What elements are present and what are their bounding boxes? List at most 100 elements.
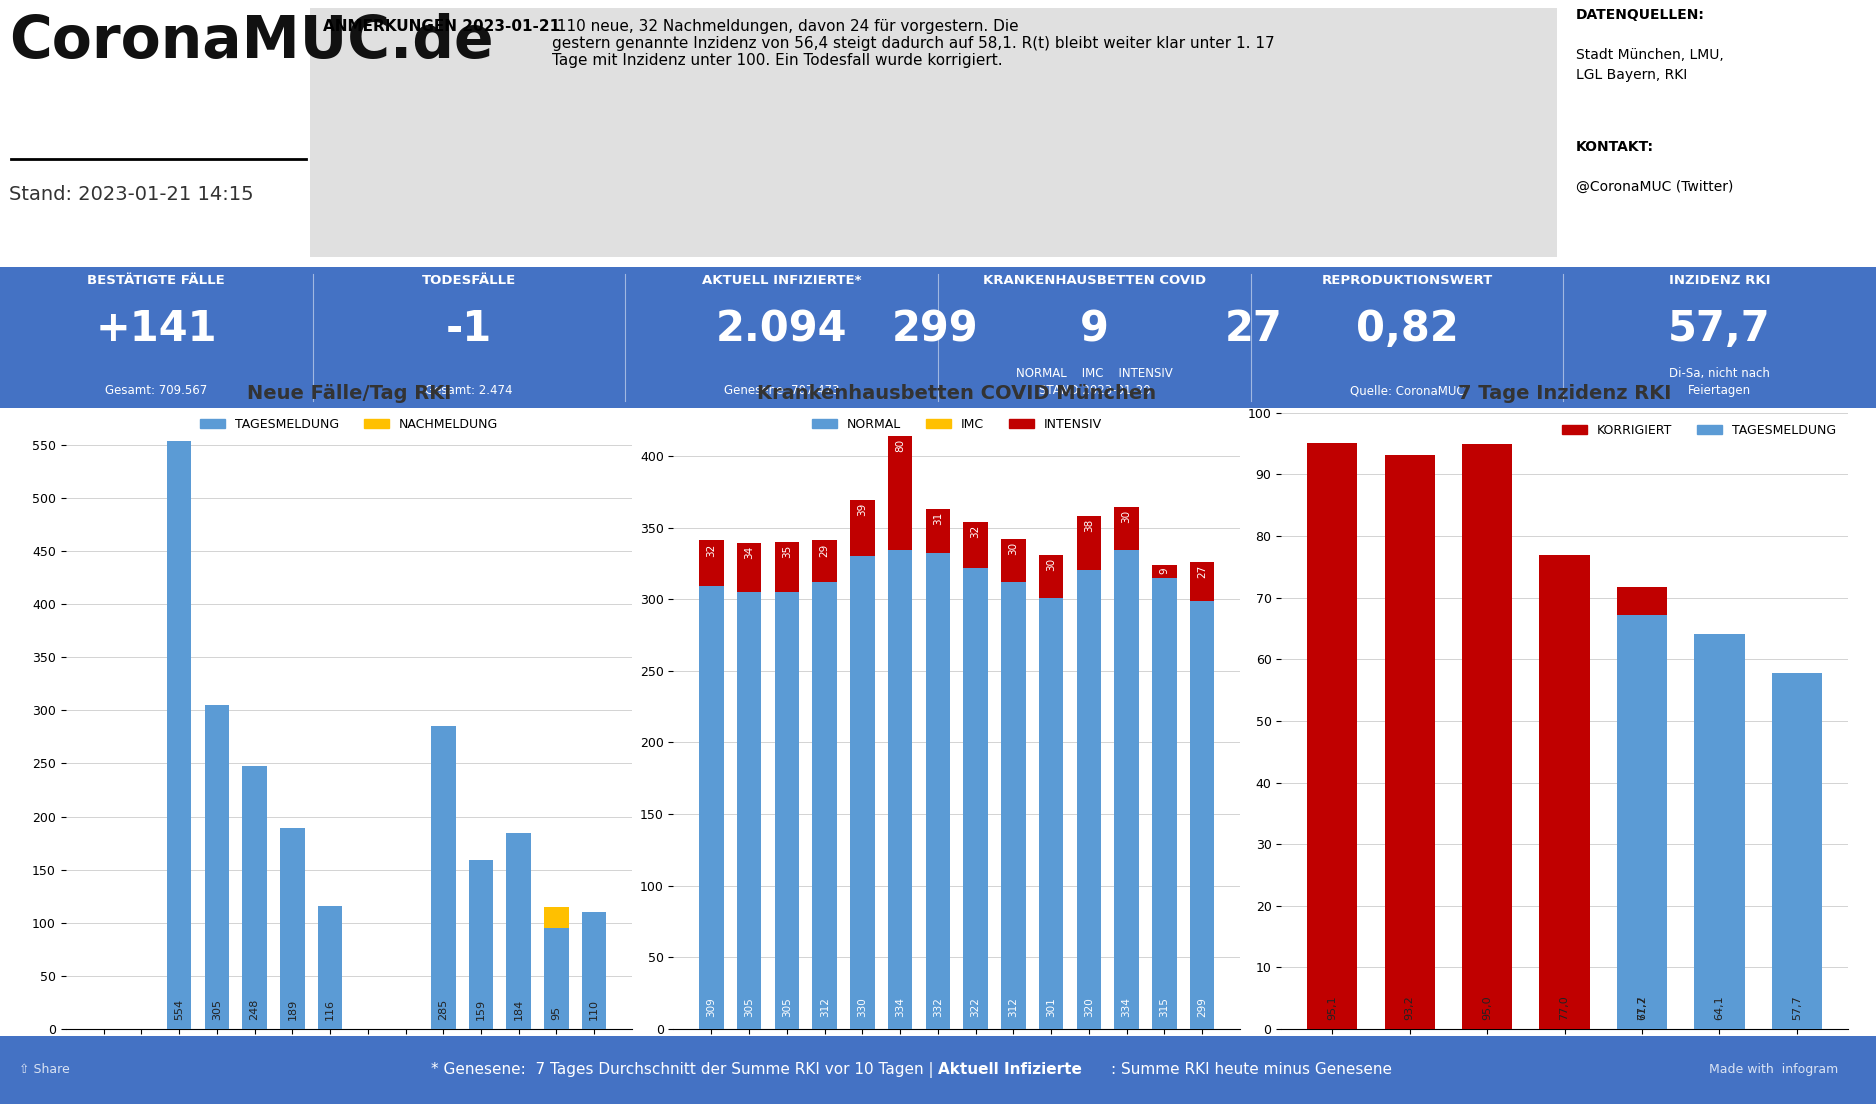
Bar (737, 592, 762, 1029)
Text: 71,7: 71,7 (1638, 995, 1647, 1020)
Bar (204, 705, 229, 1029)
Text: BESTÄTIGTE FÄLLE: BESTÄTIGTE FÄLLE (88, 274, 225, 287)
FancyBboxPatch shape (310, 8, 1557, 257)
Text: 248: 248 (250, 999, 259, 1020)
Bar (167, 440, 191, 1029)
Text: AKTUELL INFIZIERTE*: AKTUELL INFIZIERTE* (702, 274, 861, 287)
Text: REPRODUKTIONSWERT: REPRODUKTIONSWERT (1321, 274, 1493, 287)
Title: Krankenhausbetten COVID München: Krankenhausbetten COVID München (758, 384, 1156, 403)
Text: 334: 334 (1122, 998, 1131, 1018)
FancyBboxPatch shape (0, 267, 1876, 408)
Text: 9: 9 (1159, 567, 1169, 574)
Bar (887, 436, 912, 551)
Text: 285: 285 (439, 999, 448, 1020)
Text: : Summe RKI heute minus Genesene: : Summe RKI heute minus Genesene (1111, 1062, 1392, 1078)
Text: ⇧ Share: ⇧ Share (19, 1063, 69, 1076)
Text: 30: 30 (1047, 558, 1056, 571)
Bar (925, 509, 949, 553)
Text: 57,7: 57,7 (1792, 995, 1803, 1020)
Bar (317, 905, 341, 1029)
Text: 322: 322 (970, 998, 981, 1018)
Bar (775, 592, 799, 1029)
Text: 309: 309 (707, 998, 717, 1018)
Text: 299: 299 (1197, 998, 1206, 1018)
Text: NORMAL    IMC    INTENSIV
STAND 2023-01-20: NORMAL IMC INTENSIV STAND 2023-01-20 (1017, 368, 1172, 397)
Text: Genesene: 707.473: Genesene: 707.473 (724, 384, 839, 397)
Bar (812, 540, 837, 582)
Bar (1152, 577, 1176, 1029)
Bar (812, 582, 837, 1029)
Bar (964, 522, 989, 567)
Text: 67,2: 67,2 (1638, 995, 1647, 1020)
Bar (700, 540, 724, 586)
Text: Stadt München, LMU,
LGL Bayern, RKI: Stadt München, LMU, LGL Bayern, RKI (1576, 47, 1724, 83)
Text: Made with  infogram: Made with infogram (1709, 1063, 1838, 1076)
Bar (1002, 539, 1026, 582)
Bar (242, 765, 266, 1029)
Bar (1114, 508, 1139, 551)
Text: 27: 27 (1225, 308, 1283, 350)
Bar (1189, 601, 1214, 1029)
Text: 2.094: 2.094 (717, 308, 848, 350)
Text: 64,1: 64,1 (1715, 995, 1724, 1020)
Text: +141: +141 (96, 308, 218, 350)
Bar (544, 906, 568, 928)
Bar (1039, 554, 1064, 597)
Text: 38: 38 (1084, 519, 1094, 532)
Bar (964, 567, 989, 1029)
Text: -1: -1 (446, 308, 492, 350)
Bar (887, 551, 912, 1029)
Text: Gesamt: 709.567: Gesamt: 709.567 (105, 384, 208, 397)
Text: KRANKENHAUSBETTEN COVID: KRANKENHAUSBETTEN COVID (983, 274, 1206, 287)
Text: 110: 110 (589, 999, 598, 1020)
Bar (850, 556, 874, 1029)
Text: 301: 301 (1047, 998, 1056, 1018)
Text: Aktuell Infizierte: Aktuell Infizierte (938, 1062, 1082, 1078)
Text: Gesamt: 2.474: Gesamt: 2.474 (426, 384, 512, 397)
Bar (700, 586, 724, 1029)
Text: KONTAKT:: KONTAKT: (1576, 140, 1655, 155)
Text: 330: 330 (857, 998, 867, 1018)
Text: DATENQUELLEN:: DATENQUELLEN: (1576, 8, 1705, 22)
Text: 32: 32 (970, 524, 981, 538)
Bar (1384, 455, 1435, 1029)
Bar (431, 726, 456, 1029)
Legend: NORMAL, IMC, INTENSIV: NORMAL, IMC, INTENSIV (807, 413, 1107, 436)
Text: CoronaMUC.de: CoronaMUC.de (9, 13, 493, 71)
Bar (1152, 565, 1176, 577)
Text: 184: 184 (514, 999, 523, 1020)
Text: 39: 39 (857, 503, 867, 517)
Title: 7 Tage Inzidenz RKI: 7 Tage Inzidenz RKI (1458, 384, 1672, 403)
Text: * Genesene:  7 Tages Durchschnitt der Summe RKI vor 10 Tagen |: * Genesene: 7 Tages Durchschnitt der Sum… (430, 1062, 938, 1078)
Text: 332: 332 (932, 998, 944, 1018)
Text: TODESFÄLLE: TODESFÄLLE (422, 274, 516, 287)
Text: 334: 334 (895, 998, 904, 1018)
Text: Quelle: CoronaMUC: Quelle: CoronaMUC (1349, 384, 1465, 397)
Bar (775, 542, 799, 592)
Text: 312: 312 (820, 998, 829, 1018)
Bar (1461, 444, 1512, 1029)
Text: 32: 32 (707, 543, 717, 556)
Text: 320: 320 (1084, 998, 1094, 1018)
Bar (469, 860, 493, 1029)
Legend: KORRIGIERT, TAGESMELDUNG: KORRIGIERT, TAGESMELDUNG (1557, 420, 1842, 442)
Bar (1540, 554, 1589, 1029)
Bar (1114, 551, 1139, 1029)
Text: 30: 30 (1122, 510, 1131, 523)
Text: 35: 35 (782, 544, 792, 558)
Bar (737, 543, 762, 592)
Text: 116: 116 (325, 999, 336, 1020)
Text: 189: 189 (287, 999, 296, 1020)
Text: Di-Sa, nicht nach
Feiertagen: Di-Sa, nicht nach Feiertagen (1670, 368, 1771, 397)
Title: Neue Fälle/Tag RKI: Neue Fälle/Tag RKI (248, 384, 450, 403)
Legend: TAGESMELDUNG, NACHMELDUNG: TAGESMELDUNG, NACHMELDUNG (195, 413, 503, 436)
Bar (1308, 443, 1358, 1029)
Text: Stand: 2023-01-21 14:15: Stand: 2023-01-21 14:15 (9, 185, 253, 204)
Text: 0,82: 0,82 (1356, 308, 1458, 350)
Text: 95,0: 95,0 (1482, 995, 1491, 1020)
Bar (582, 912, 606, 1029)
Text: 27: 27 (1197, 565, 1206, 578)
Text: 31: 31 (932, 512, 944, 526)
Text: 30: 30 (1009, 542, 1019, 555)
Bar (544, 928, 568, 1029)
